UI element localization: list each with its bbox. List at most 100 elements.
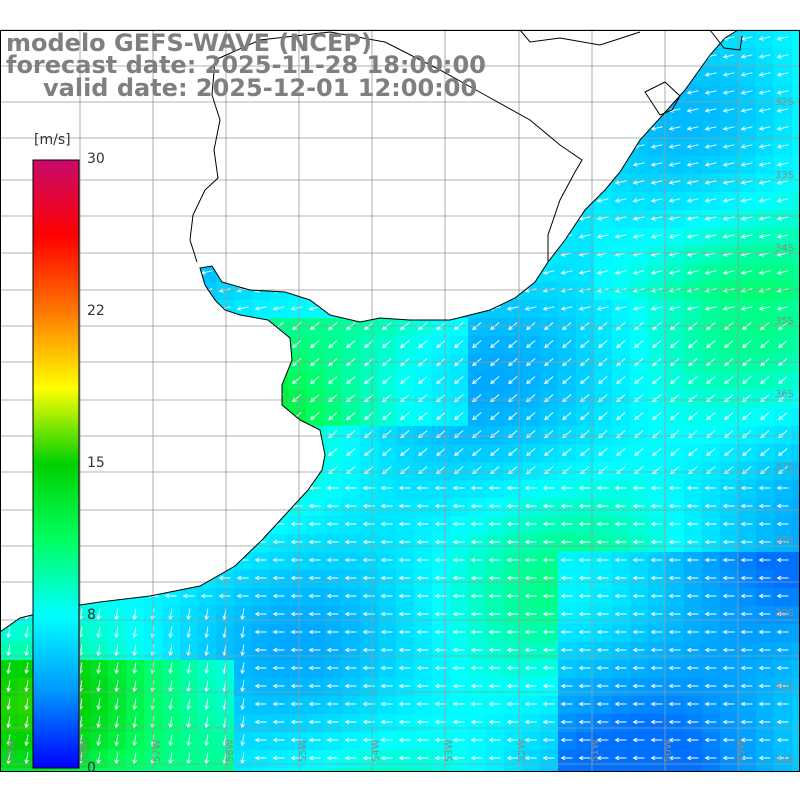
wind-speed-cell [396, 624, 415, 643]
wind-arrow [290, 557, 303, 563]
wind-speed-cell [666, 480, 685, 499]
wind-arrow [560, 162, 573, 167]
wind-speed-cell [594, 48, 613, 67]
wind-speed-cell [504, 264, 523, 283]
wind-speed-cell [612, 318, 631, 337]
wind-speed-cell [432, 318, 451, 337]
wind-arrow [94, 430, 104, 439]
wind-arrow [182, 180, 195, 185]
wind-speed-cell [792, 210, 800, 229]
wind-arrow [416, 665, 429, 671]
wind-speed-cell [306, 714, 325, 733]
wind-arrow [200, 144, 213, 149]
wind-speed-cell [126, 102, 145, 121]
wind-speed-cell [468, 606, 487, 625]
wind-speed-cell [432, 354, 451, 373]
wind-speed-cell [558, 732, 577, 751]
wind-arrow [560, 180, 573, 185]
wind-speed-cell [468, 570, 487, 589]
wind-speed-cell [252, 696, 271, 715]
wind-speed-cell [198, 588, 217, 607]
wind-arrow [722, 593, 735, 599]
wind-arrow [776, 755, 789, 761]
wind-arrow [20, 234, 33, 239]
wind-speed-cell [432, 282, 451, 301]
wind-arrow [650, 683, 663, 689]
wind-arrow [254, 665, 267, 671]
wind-arrow [200, 126, 213, 131]
wind-arrow [416, 36, 429, 41]
wind-arrow [110, 306, 123, 311]
wind-speed-cell [468, 678, 487, 697]
wind-speed-cell [504, 66, 523, 85]
wind-arrow [632, 701, 645, 707]
wind-arrow [236, 198, 249, 203]
wind-arrow [722, 306, 735, 311]
wind-arrow [706, 340, 716, 349]
wind-speed-cell [396, 714, 415, 733]
wind-arrow [686, 216, 699, 221]
wind-speed-cell [558, 426, 577, 445]
wind-arrow [110, 198, 123, 203]
wind-arrow [6, 698, 11, 711]
wind-speed-cell [630, 228, 649, 247]
wind-speed-cell [792, 660, 800, 679]
wind-arrow [346, 340, 356, 349]
wind-arrow [686, 665, 699, 671]
wind-arrow [236, 144, 249, 149]
wind-speed-cell [648, 318, 667, 337]
wind-speed-cell [360, 318, 379, 337]
wind-speed-cell [720, 624, 739, 643]
wind-speed-cell [792, 606, 800, 625]
wind-speed-cell [540, 768, 559, 772]
wind-speed-cell [558, 300, 577, 319]
wind-arrow [740, 198, 753, 203]
wind-arrow [776, 539, 789, 545]
wind-speed-cell [270, 318, 289, 337]
wind-speed-cell [684, 570, 703, 589]
wind-arrow [722, 503, 735, 509]
wind-arrow [704, 126, 717, 131]
wind-speed-cell [342, 498, 361, 517]
wind-arrow [668, 647, 681, 653]
wind-speed-cell [774, 102, 793, 121]
wind-speed-cell [288, 480, 307, 499]
wind-arrow [632, 72, 645, 77]
lagoon-outline-north [709, 29, 743, 51]
wind-arrow [578, 90, 591, 95]
wind-speed-cell [378, 462, 397, 481]
wind-speed-cell [738, 498, 757, 517]
wind-arrow [560, 647, 573, 653]
wind-arrow [524, 198, 537, 203]
wind-speed-cell [702, 192, 721, 211]
wind-speed-cell [612, 606, 631, 625]
wind-arrow [310, 448, 320, 457]
wind-speed-cell [450, 570, 469, 589]
wind-arrow [256, 466, 266, 475]
wind-arrow [2, 270, 15, 275]
wind-speed-cell [702, 426, 721, 445]
wind-speed-cell [0, 102, 19, 121]
wind-arrow [240, 644, 245, 657]
wind-speed-cell [18, 696, 37, 715]
wind-arrow [2, 108, 15, 113]
wind-speed-cell [234, 678, 253, 697]
wind-arrow [200, 485, 213, 491]
wind-speed-cell [648, 282, 667, 301]
wind-speed-cell [360, 516, 379, 535]
wind-speed-cell [522, 426, 541, 445]
wind-speed-cell [360, 390, 379, 409]
wind-arrow [506, 701, 519, 707]
wind-arrow [488, 557, 501, 563]
wind-speed-cell [360, 714, 379, 733]
wind-speed-cell [288, 192, 307, 211]
wind-speed-cell [450, 516, 469, 535]
wind-speed-cell [252, 264, 271, 283]
wind-speed-cell [288, 102, 307, 121]
wind-speed-cell [0, 462, 19, 481]
wind-arrow [652, 340, 662, 349]
wind-arrow [578, 719, 591, 725]
wind-speed-cell [648, 714, 667, 733]
wind-speed-cell [540, 606, 559, 625]
wind-arrow [362, 108, 375, 113]
